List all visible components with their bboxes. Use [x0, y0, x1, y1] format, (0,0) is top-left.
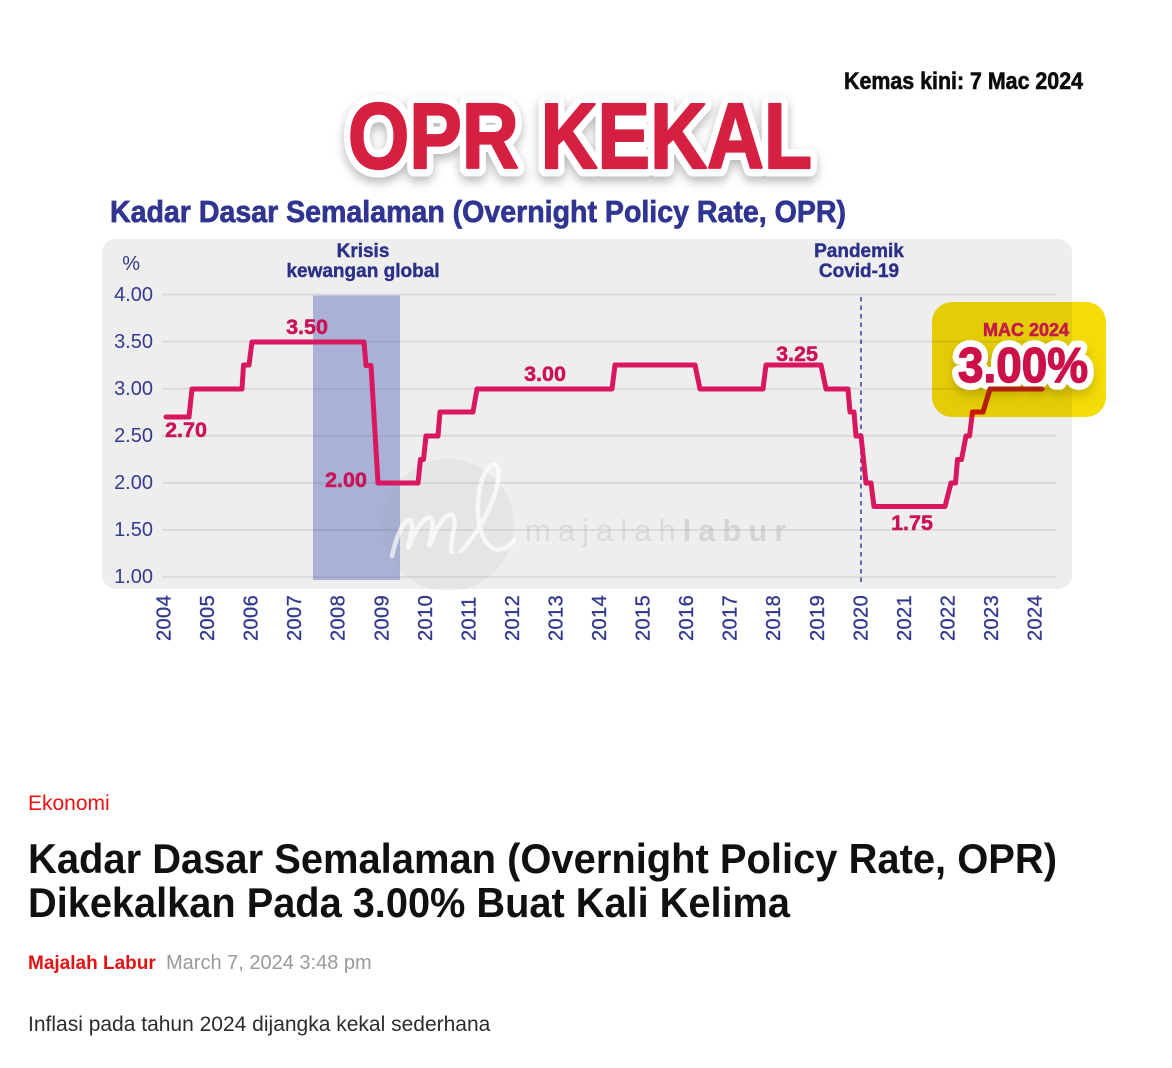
svg-text:2016: 2016 — [676, 595, 698, 641]
svg-text:2012: 2012 — [502, 595, 524, 641]
svg-text:Kadar Dasar Semalaman (Overnig: Kadar Dasar Semalaman (Overnight Policy … — [110, 194, 846, 229]
svg-text:March 7, 2024 3:48 pm: March 7, 2024 3:48 pm — [166, 952, 372, 974]
svg-text:3.50: 3.50 — [114, 331, 153, 353]
svg-text:Kemas kini: 7 Mac 2024: Kemas kini: 7 Mac 2024 — [844, 68, 1084, 95]
svg-text:2005: 2005 — [197, 595, 219, 641]
svg-text:4.00: 4.00 — [114, 284, 153, 306]
svg-text:2017: 2017 — [720, 595, 742, 641]
svg-text:1.50: 1.50 — [114, 519, 153, 541]
svg-text:2010: 2010 — [415, 595, 437, 641]
svg-text:Inflasi pada tahun 2024 dijang: Inflasi pada tahun 2024 dijangka kekal s… — [28, 1013, 491, 1036]
svg-text:3.00: 3.00 — [114, 378, 153, 400]
svg-text:2013: 2013 — [546, 595, 568, 641]
svg-text:Krisis: Krisis — [337, 241, 390, 262]
svg-text:2.00: 2.00 — [325, 468, 367, 492]
svg-text:2024: 2024 — [1025, 595, 1047, 641]
svg-text:Kadar Dasar Semalaman (Overnig: Kadar Dasar Semalaman (Overnight Policy … — [28, 835, 1057, 882]
svg-text:Pandemik: Pandemik — [814, 241, 904, 262]
svg-text:2022: 2022 — [937, 595, 959, 641]
svg-text:3.00: 3.00 — [524, 362, 566, 386]
svg-text:2020: 2020 — [850, 595, 872, 641]
svg-text:2.70: 2.70 — [165, 418, 207, 442]
svg-text:majalahlabur: majalahlabur — [525, 513, 793, 548]
svg-text:2007: 2007 — [284, 595, 306, 641]
svg-text:2008: 2008 — [328, 595, 350, 641]
svg-text:3.25: 3.25 — [776, 342, 818, 366]
svg-text:Covid-19: Covid-19 — [819, 261, 899, 282]
svg-text:3.50: 3.50 — [286, 315, 328, 339]
svg-text:Dikekalkan Pada 3.00% Buat Kal: Dikekalkan Pada 3.00% Buat Kali Kelima — [28, 879, 791, 926]
svg-text:1.00: 1.00 — [114, 566, 153, 588]
svg-text:2.50: 2.50 — [114, 425, 153, 447]
svg-text:2009: 2009 — [371, 595, 393, 641]
svg-text:2014: 2014 — [589, 595, 611, 641]
svg-text:2019: 2019 — [807, 595, 829, 641]
svg-text:OPR KEKAL: OPR KEKAL — [348, 84, 812, 188]
svg-text:1.75: 1.75 — [891, 511, 933, 535]
svg-text:2.00: 2.00 — [114, 472, 153, 494]
svg-text:2015: 2015 — [633, 595, 655, 641]
svg-text:MAC 2024: MAC 2024 — [983, 320, 1069, 340]
svg-text:Majalah Labur: Majalah Labur — [28, 953, 156, 974]
svg-text:2018: 2018 — [763, 595, 785, 641]
svg-text:2021: 2021 — [894, 595, 916, 641]
svg-text:OPR KEKAL: OPR KEKAL — [348, 84, 812, 188]
svg-text:2004: 2004 — [154, 595, 176, 641]
svg-text:Ekonomi: Ekonomi — [28, 792, 110, 815]
svg-text:2006: 2006 — [241, 595, 263, 641]
svg-text:%: % — [122, 253, 140, 275]
svg-text:2023: 2023 — [981, 595, 1003, 641]
svg-text:kewangan global: kewangan global — [286, 261, 439, 282]
svg-text:2011: 2011 — [458, 596, 480, 641]
svg-text:3.00%: 3.00% — [958, 339, 1088, 393]
